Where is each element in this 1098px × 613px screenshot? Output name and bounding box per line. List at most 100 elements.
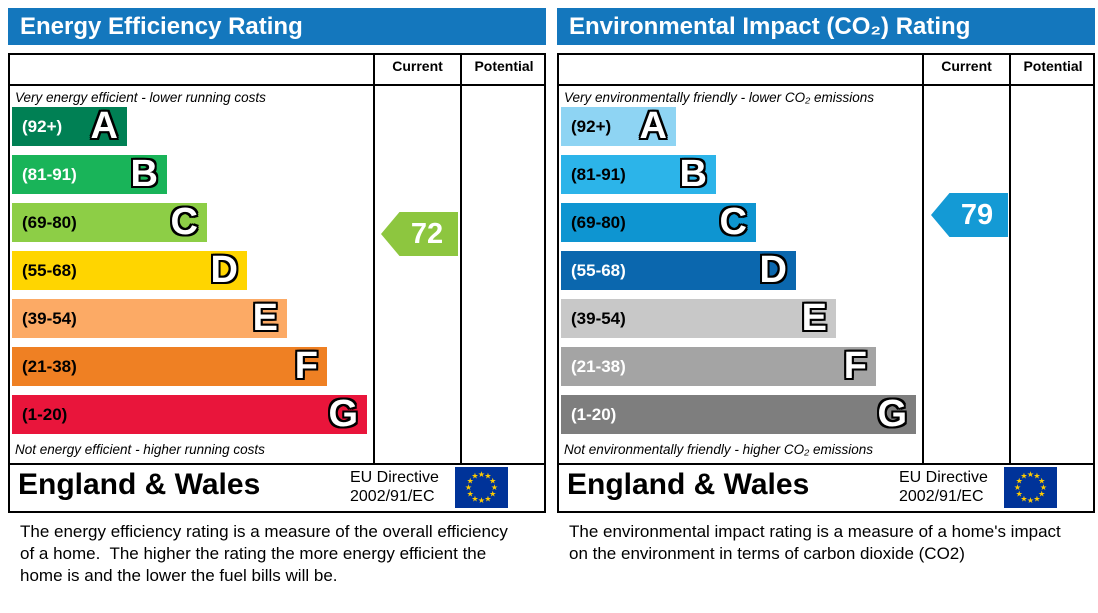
star-icon: ★ bbox=[1026, 495, 1035, 505]
current-column-divider bbox=[373, 53, 375, 465]
band-f-range: (21-38) bbox=[22, 356, 77, 376]
rating-bands: (92+) A (81-91) B (69-80) C (55-68) D (3… bbox=[12, 107, 367, 434]
band-e-letter: E bbox=[252, 297, 278, 339]
band-d-letter: D bbox=[210, 249, 238, 291]
band-b-letter: B bbox=[679, 153, 707, 195]
band-e: (39-54) E bbox=[561, 299, 836, 338]
band-e-range: (39-54) bbox=[22, 308, 77, 328]
band-a-letter: A bbox=[90, 105, 118, 147]
band-c-range: (69-80) bbox=[571, 212, 626, 232]
star-icon: ★ bbox=[1033, 471, 1041, 481]
potential-column-divider bbox=[460, 53, 462, 465]
current-column-header: Current bbox=[941, 58, 992, 74]
band-d: (55-68) D bbox=[12, 251, 247, 290]
eu-directive: EU Directive 2002/91/EC bbox=[899, 468, 1001, 506]
band-f-letter: F bbox=[843, 345, 867, 387]
region-label: England & Wales bbox=[18, 468, 261, 501]
chart-description: The energy efficiency rating is a measur… bbox=[20, 522, 513, 585]
star-icon: ★ bbox=[1033, 493, 1041, 503]
bottom-caption: Not energy efficient - higher running co… bbox=[15, 442, 265, 457]
rating-bands: (92+) A (81-91) B (69-80) C (55-68) D (3… bbox=[561, 107, 916, 434]
energy-efficiency-panel: Energy Efficiency Rating Current Potenti… bbox=[8, 8, 546, 585]
band-e: (39-54) E bbox=[12, 299, 287, 338]
star-icon: ★ bbox=[471, 493, 479, 503]
star-icon: ★ bbox=[1038, 489, 1046, 498]
current-rating-arrow: 79 bbox=[931, 193, 1008, 237]
top-caption: Very environmentally friendly - lower CO… bbox=[564, 90, 874, 105]
band-g: (1-20) G bbox=[561, 395, 916, 434]
band-g-letter: G bbox=[877, 393, 907, 435]
eu-flag-icon: ★ ★ ★ ★ ★ ★ ★ ★ ★ ★ ★ ★ bbox=[455, 467, 508, 508]
region-label: England & Wales bbox=[567, 468, 810, 501]
band-c-range: (69-80) bbox=[22, 212, 77, 232]
star-icon: ★ bbox=[1020, 471, 1028, 481]
current-column-header: Current bbox=[392, 58, 443, 74]
band-g-letter: G bbox=[328, 393, 358, 435]
band-f: (21-38) F bbox=[561, 347, 876, 386]
band-d-letter: D bbox=[759, 249, 787, 291]
band-a-range: (92+) bbox=[571, 116, 612, 136]
page-title: Environmental Impact (CO₂) Rating bbox=[557, 8, 1095, 45]
header-divider bbox=[557, 84, 1095, 86]
current-column-divider bbox=[922, 53, 924, 465]
band-a-range: (92+) bbox=[22, 116, 63, 136]
star-icon: ★ bbox=[489, 489, 497, 498]
star-icon: ★ bbox=[490, 482, 499, 492]
band-g: (1-20) G bbox=[12, 395, 367, 434]
star-icon: ★ bbox=[484, 493, 492, 503]
potential-column-divider bbox=[1009, 53, 1011, 465]
star-icon: ★ bbox=[1015, 489, 1023, 498]
band-g-range: (1-20) bbox=[22, 404, 68, 424]
star-icon: ★ bbox=[1013, 482, 1022, 492]
eu-flag-icon: ★ ★ ★ ★ ★ ★ ★ ★ ★ ★ ★ ★ bbox=[1004, 467, 1057, 508]
header-divider bbox=[8, 84, 546, 86]
eu-directive-line1: EU Directive bbox=[350, 469, 439, 486]
band-e-letter: E bbox=[801, 297, 827, 339]
star-icon: ★ bbox=[477, 495, 486, 505]
band-a: (92+) A bbox=[12, 107, 127, 146]
star-icon: ★ bbox=[1026, 469, 1035, 479]
band-d-range: (55-68) bbox=[571, 260, 626, 280]
band-a-letter: A bbox=[639, 105, 667, 147]
band-f-range: (21-38) bbox=[571, 356, 626, 376]
band-b-range: (81-91) bbox=[22, 164, 77, 184]
eu-directive-line1: EU Directive bbox=[899, 469, 988, 486]
band-b: (81-91) B bbox=[12, 155, 167, 194]
band-a: (92+) A bbox=[561, 107, 676, 146]
potential-column-header: Potential bbox=[474, 58, 534, 74]
star-icon: ★ bbox=[464, 482, 473, 492]
star-icon: ★ bbox=[1038, 476, 1046, 485]
eu-directive-line2: 2002/91/EC bbox=[350, 488, 435, 505]
band-d-range: (55-68) bbox=[22, 260, 77, 280]
potential-column-header: Potential bbox=[1023, 58, 1083, 74]
band-e-range: (39-54) bbox=[571, 308, 626, 328]
band-b-letter: B bbox=[130, 153, 158, 195]
page-title: Energy Efficiency Rating bbox=[8, 8, 546, 45]
band-b: (81-91) B bbox=[561, 155, 716, 194]
band-b-range: (81-91) bbox=[571, 164, 626, 184]
band-f: (21-38) F bbox=[12, 347, 327, 386]
bottom-caption: Not environmentally friendly - higher CO… bbox=[564, 442, 874, 457]
environmental-impact-panel: Environmental Impact (CO₂) Rating Curren… bbox=[549, 0, 1098, 613]
star-icon: ★ bbox=[466, 489, 474, 498]
band-f-letter: F bbox=[294, 345, 318, 387]
band-c: (69-80) C bbox=[561, 203, 756, 242]
band-c-letter: C bbox=[170, 201, 198, 243]
top-caption: Very energy efficient - lower running co… bbox=[15, 90, 266, 105]
region-divider bbox=[8, 463, 546, 465]
star-icon: ★ bbox=[1015, 476, 1023, 485]
region-divider bbox=[557, 463, 1095, 465]
star-icon: ★ bbox=[1020, 493, 1028, 503]
eu-directive-line2: 2002/91/EC bbox=[899, 488, 984, 505]
current-rating-arrow: 72 bbox=[381, 212, 458, 256]
band-c: (69-80) C bbox=[12, 203, 207, 242]
star-icon: ★ bbox=[1039, 482, 1048, 492]
star-icon: ★ bbox=[477, 469, 486, 479]
star-icon: ★ bbox=[484, 471, 492, 481]
eu-directive: EU Directive 2002/91/EC bbox=[350, 468, 452, 506]
chart-description: The environmental impact rating is a mea… bbox=[569, 522, 1066, 563]
band-d: (55-68) D bbox=[561, 251, 796, 290]
band-g-range: (1-20) bbox=[571, 404, 617, 424]
band-c-letter: C bbox=[719, 201, 747, 243]
